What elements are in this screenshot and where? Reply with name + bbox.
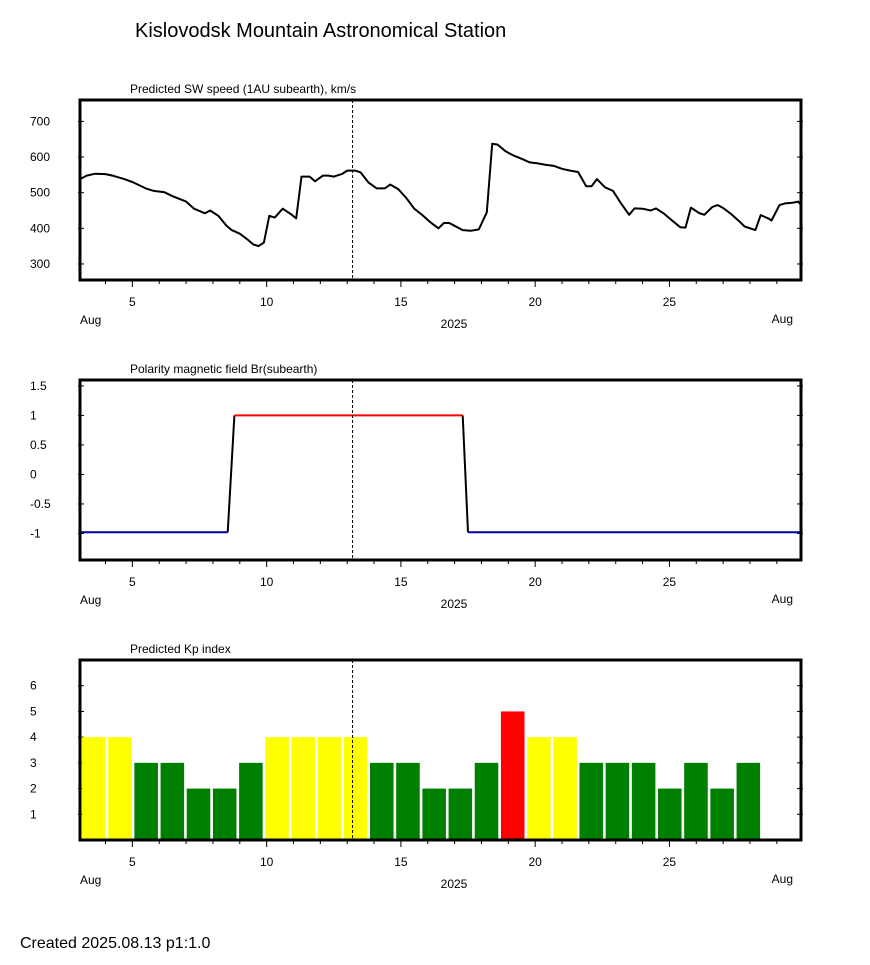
x-year-label: 2025 [441, 877, 468, 891]
kp-bar [343, 737, 368, 840]
polarity-line-transition [461, 415, 469, 533]
y-tick-label: 700 [30, 114, 50, 128]
kp-bar [239, 762, 263, 840]
y-tick-label: 1.5 [30, 379, 47, 393]
kp-bar [212, 788, 237, 840]
polarity-panel: Polarity magnetic field Br(subearth) 1.5 1… [30, 362, 803, 611]
x-tick-label: 10 [260, 855, 274, 869]
kp-bar [605, 762, 630, 840]
x-tick-label: 15 [394, 295, 408, 309]
kp-bar [474, 762, 499, 840]
x-month-label-left: Aug [80, 313, 101, 327]
y-tick-label: 2 [30, 782, 37, 796]
created-footer: Created 2025.08.13 p1:1.0 [20, 935, 211, 952]
kp-bar [684, 762, 708, 840]
x-tick-label: 5 [129, 855, 136, 869]
x-tick-label: 15 [394, 855, 408, 869]
kp-bar [553, 737, 577, 840]
y-tick-label: 0.5 [30, 438, 47, 452]
y-tick-label: 1 [30, 807, 37, 821]
x-month-label-left: Aug [80, 873, 101, 887]
x-month-label-left: Aug [80, 593, 101, 607]
y-tick-label: 600 [30, 150, 50, 164]
x-month-label-right: Aug [772, 592, 793, 606]
kp-bar [527, 737, 551, 840]
x-year-label: 2025 [441, 597, 468, 611]
x-tick-label: 20 [528, 575, 542, 589]
y-tick-label: 5 [30, 704, 37, 718]
plot-frame [78, 378, 803, 562]
y-tick-label: 4 [30, 730, 37, 744]
kp-bar [422, 788, 446, 840]
x-tick-label: 10 [260, 295, 274, 309]
panel-title: Polarity magnetic field Br(subearth) [130, 362, 317, 376]
kp-bar [710, 788, 734, 840]
panel-title: Predicted SW speed (1AU subearth), km/s [130, 82, 356, 96]
x-tick-label: 20 [528, 855, 542, 869]
sw-speed-line [79, 142, 802, 248]
kp-bar [736, 762, 761, 840]
y-tick-label: 3 [30, 756, 37, 770]
y-tick-label: 400 [30, 221, 50, 235]
x-tick-label: 25 [663, 855, 677, 869]
plot-frame [78, 658, 803, 842]
kp-bar [500, 711, 525, 840]
x-tick-label: 5 [129, 575, 136, 589]
kp-bar [186, 788, 211, 840]
kp-bar [160, 762, 185, 840]
x-month-label-right: Aug [772, 872, 793, 886]
x-tick-label: 15 [394, 575, 408, 589]
y-tick-label: -1 [30, 526, 41, 540]
y-tick-label: -0.5 [30, 497, 51, 511]
y-tick-label: 500 [30, 186, 50, 200]
y-tick-label: 0 [30, 467, 37, 481]
kp-bar [265, 737, 289, 840]
x-tick-label: 10 [260, 575, 274, 589]
x-year-label: 2025 [441, 317, 468, 331]
kp-bar [291, 737, 316, 840]
page-title: Kislovodsk Mountain Astronomical Station [135, 20, 507, 42]
y-tick-label: 300 [30, 257, 50, 271]
kp-bar [658, 788, 682, 840]
x-tick-label: 25 [663, 295, 677, 309]
x-tick-label: 20 [528, 295, 542, 309]
y-tick-label: 1 [30, 408, 37, 422]
kp-bar [108, 737, 132, 840]
kp-bar [317, 737, 342, 840]
panel-title: Predicted Kp index [130, 642, 231, 656]
kp-bar [134, 762, 158, 840]
kp-bar [82, 737, 106, 840]
plot-frame [78, 98, 803, 282]
kp-bar [448, 788, 473, 840]
kp-bar [631, 762, 656, 840]
polarity-line-transition [226, 415, 236, 533]
y-tick-label: 6 [30, 679, 37, 693]
x-tick-label: 5 [129, 295, 136, 309]
kp-bar [370, 762, 394, 840]
x-month-label-right: Aug [772, 312, 793, 326]
sw-speed-panel: Predicted SW speed (1AU subearth), km/s 3… [30, 82, 803, 331]
kp-bar [579, 762, 604, 840]
kp-bar [396, 762, 420, 840]
x-tick-label: 25 [663, 575, 677, 589]
